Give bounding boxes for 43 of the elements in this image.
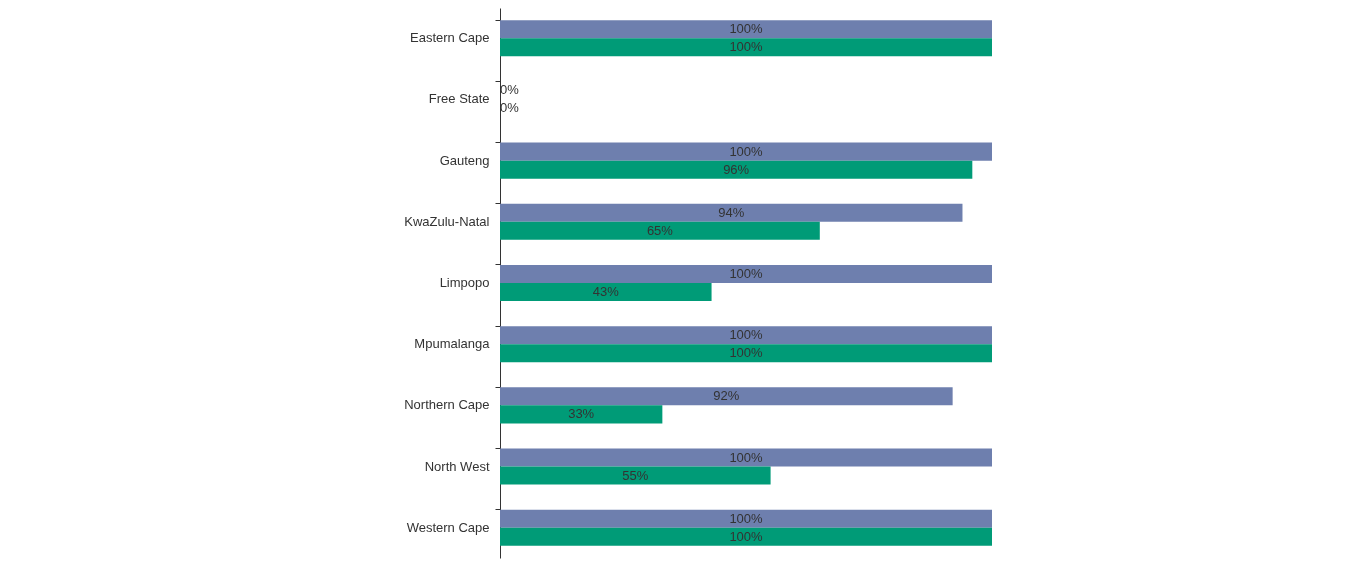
data-label: 55% (622, 467, 649, 483)
data-label: 100% (729, 345, 764, 361)
data-label: 65% (646, 222, 674, 238)
data-label: 92% (713, 388, 740, 404)
y-tick-label: Eastern Cape (410, 30, 490, 46)
bar (500, 466, 771, 485)
data-label: 100% (729, 510, 764, 526)
bar (500, 387, 953, 406)
y-tick-label: Gauteng (439, 152, 490, 168)
data-label: 94% (718, 204, 745, 220)
bar (500, 326, 992, 345)
bar (500, 405, 663, 424)
bar (500, 38, 992, 57)
y-tick-label: Limpopo (439, 275, 490, 290)
bar (500, 221, 820, 240)
y-tick-label: North West (424, 458, 490, 474)
y-tick-label: Mpumalanga (414, 336, 491, 352)
data-label: 100% (729, 265, 764, 281)
data-label: 100% (729, 528, 764, 544)
data-label: 100% (729, 39, 764, 55)
y-tick-label: Northern Cape (404, 397, 490, 413)
y-tick-label: KwaZulu-Natal (404, 213, 490, 229)
bar (500, 142, 992, 161)
bar (500, 448, 992, 467)
bar (500, 264, 992, 283)
bar (500, 344, 992, 363)
data-label: 43% (592, 284, 620, 300)
bar (500, 160, 973, 179)
y-tick-label: Western Cape (406, 519, 490, 535)
data-label: 100% (729, 327, 764, 343)
data-label: 0% (500, 82, 520, 98)
bar (500, 527, 992, 546)
data-label: 96% (723, 161, 750, 177)
bar (500, 509, 992, 528)
y-tick-label: Free State (428, 91, 490, 107)
data-label: 33% (568, 406, 595, 422)
bar (500, 283, 712, 302)
data-label: 100% (729, 449, 764, 465)
data-label: 0% (500, 100, 520, 116)
bar (500, 203, 963, 222)
bar (500, 20, 992, 39)
data-label: 100% (729, 143, 764, 159)
data-label: 100% (729, 21, 764, 37)
